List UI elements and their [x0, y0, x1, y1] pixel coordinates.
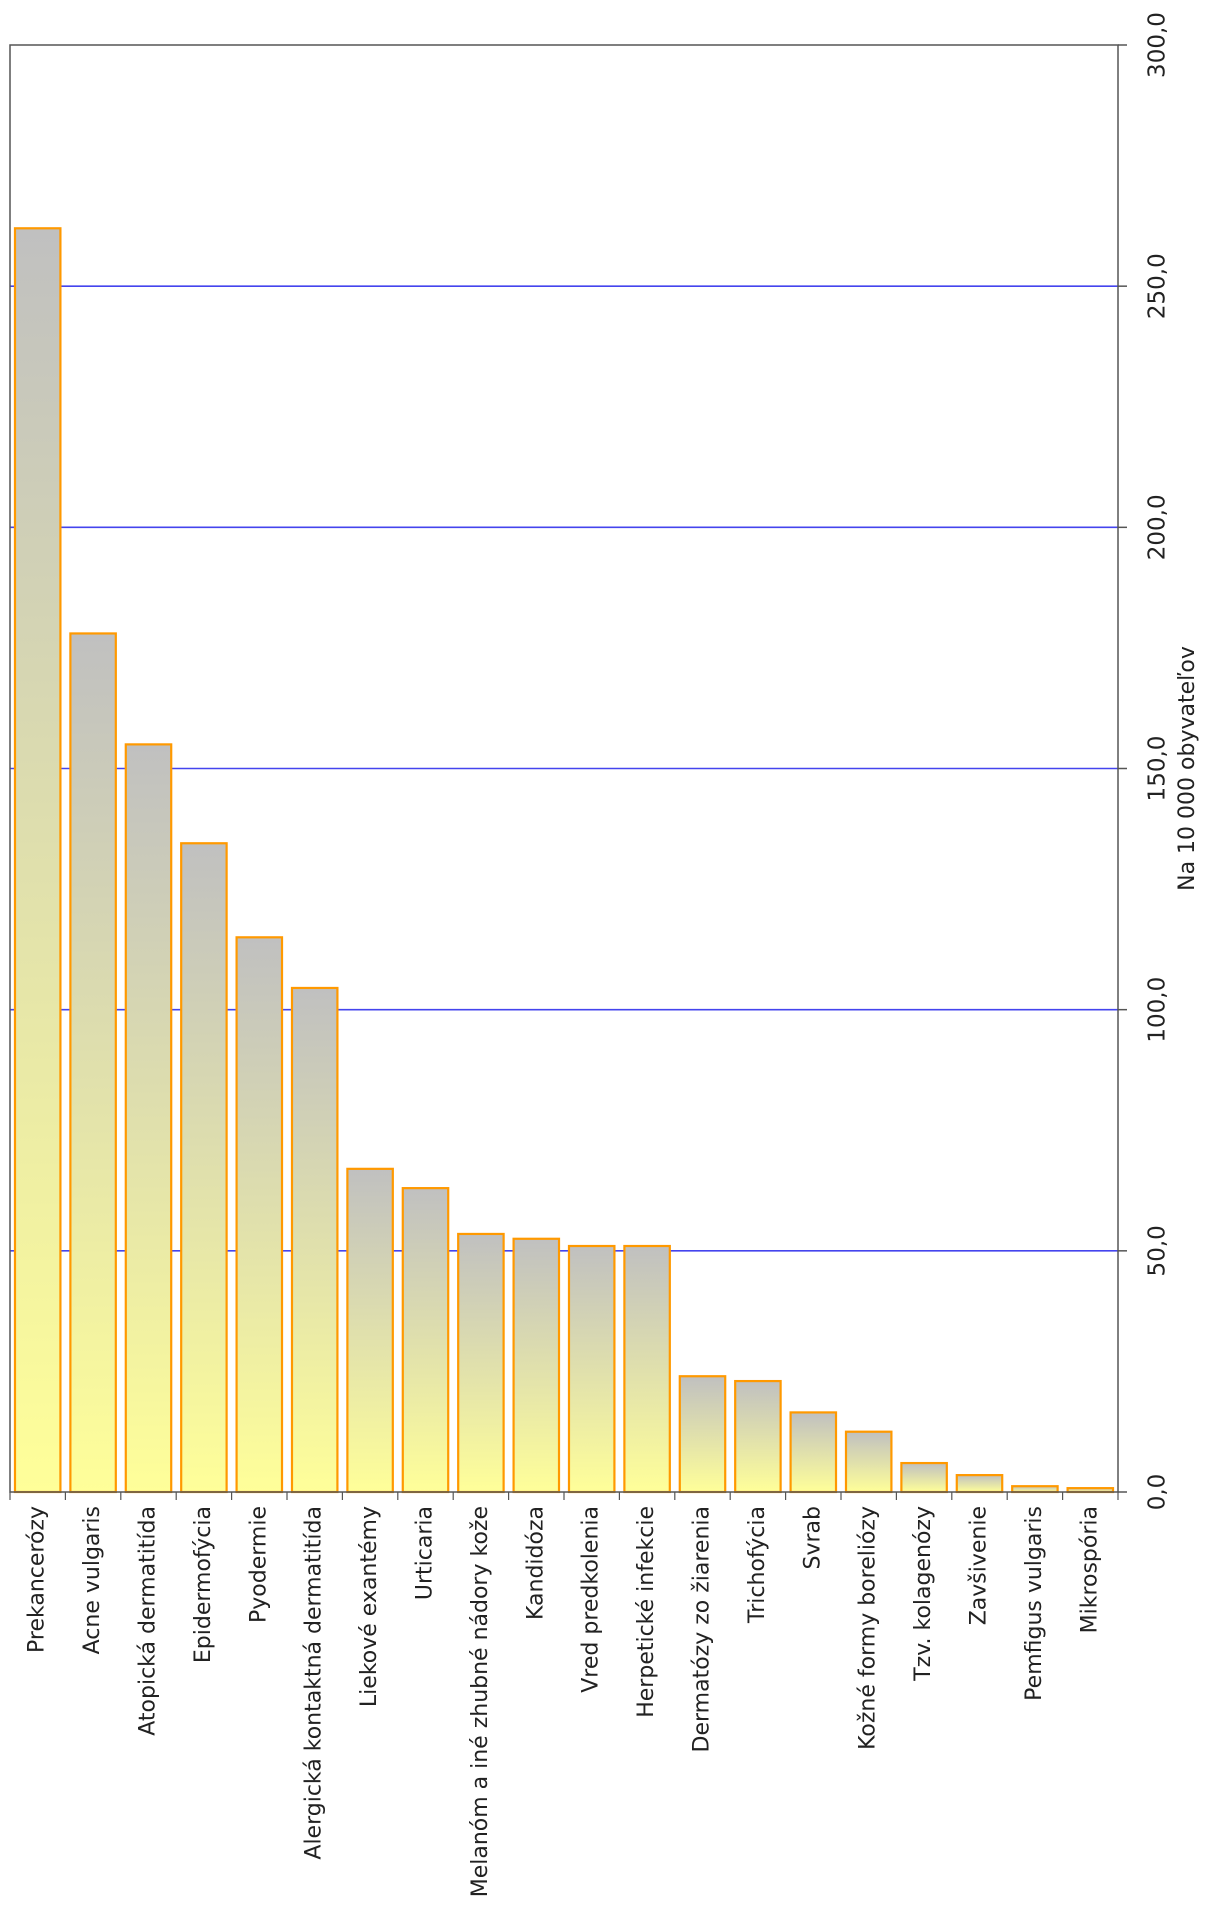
category-label: Mikrospória [1077, 1506, 1102, 1633]
category-label: Atopická dermatitída [136, 1506, 161, 1736]
bar-17 [900, 1461, 948, 1494]
y-axis-title: Na 10 000 obyvateľov [1175, 646, 1200, 891]
bar-16 [844, 1430, 893, 1494]
category-label: Trichofýcia [745, 1506, 770, 1624]
category-label: Pyodermie [246, 1506, 271, 1623]
category-label: Prekancerózy [25, 1506, 50, 1653]
category-label: Liekové exantémy [357, 1506, 382, 1707]
y-tick-labels: 0,0 50,0 100,0 150,0 200,0 250,0 300,0 [1145, 12, 1171, 1510]
bar-15 [789, 1411, 838, 1494]
category-label: Kandidóza [523, 1506, 548, 1620]
bar-8 [401, 1187, 450, 1494]
category-label: Urticaria [413, 1506, 438, 1600]
bar-14 [734, 1379, 782, 1494]
y-tick-label: 300,0 [1145, 12, 1171, 78]
bar-12 [623, 1244, 671, 1494]
bar-9 [457, 1232, 505, 1494]
bar-4 [180, 842, 228, 1494]
plot-frame [9, 44, 1119, 1493]
y-tick-label: 250,0 [1145, 253, 1171, 319]
bar-3 [124, 743, 173, 1494]
bar-18 [955, 1474, 1004, 1494]
category-label: Acne vulgaris [80, 1506, 105, 1654]
category-label: Herpetické infekcie [634, 1506, 659, 1718]
category-labels: Prekancerózy Acne vulgaris Atopická dermat… [25, 1506, 1103, 1897]
category-label: Dermatózy zo žiarenia [690, 1506, 715, 1752]
bar-13 [678, 1375, 727, 1494]
category-label: Alergická kontaktná dermatitída [302, 1506, 327, 1860]
bar-10 [512, 1237, 561, 1494]
y-tick-label: 200,0 [1145, 494, 1171, 560]
y-tick-label: 150,0 [1145, 736, 1171, 802]
bar-7 [346, 1167, 394, 1494]
category-label: Pemfigus vulgaris [1022, 1506, 1047, 1701]
category-label: Vred predkolenia [579, 1506, 604, 1693]
bar-1 [13, 227, 62, 1494]
category-label: Svrab [800, 1506, 825, 1569]
bar-5 [235, 936, 284, 1494]
y-tick-label: 100,0 [1145, 977, 1171, 1043]
category-label: Melanóm a iné zhubné nádory kože [468, 1506, 493, 1897]
bar-6 [290, 986, 339, 1494]
category-label: Zavšivenie [967, 1506, 992, 1625]
y-tick-label: 50,0 [1145, 1225, 1171, 1276]
y-tick-label: 0,0 [1145, 1474, 1171, 1511]
bars [13, 227, 1115, 1494]
bar-19 [1011, 1485, 1059, 1494]
category-label: Tzv. kolagenózy [911, 1506, 936, 1682]
grid-lines [10, 285, 1118, 1252]
bar-2 [69, 632, 117, 1494]
category-label: Epidermofýcia [191, 1506, 216, 1663]
axes [9, 44, 1127, 1500]
category-label: Kožné formy boreliózy [856, 1506, 881, 1750]
bar-11 [567, 1244, 616, 1494]
